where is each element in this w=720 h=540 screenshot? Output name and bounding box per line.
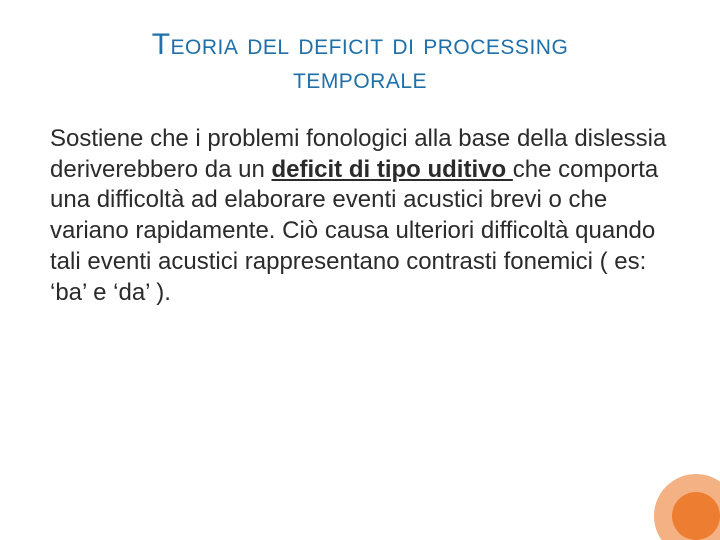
body-emphasis: deficit di tipo uditivo <box>271 156 512 183</box>
slide: Teoria del deficit di processing tempora… <box>0 0 720 540</box>
body-paragraph: Sostiene che i problemi fonologici alla … <box>50 124 670 308</box>
slide-title: Teoria del deficit di processing tempora… <box>50 28 670 96</box>
title-line-1: Teoria del deficit di processing <box>50 28 670 62</box>
decor-circle-inner <box>672 492 720 540</box>
title-line-2: temporale <box>50 62 670 96</box>
